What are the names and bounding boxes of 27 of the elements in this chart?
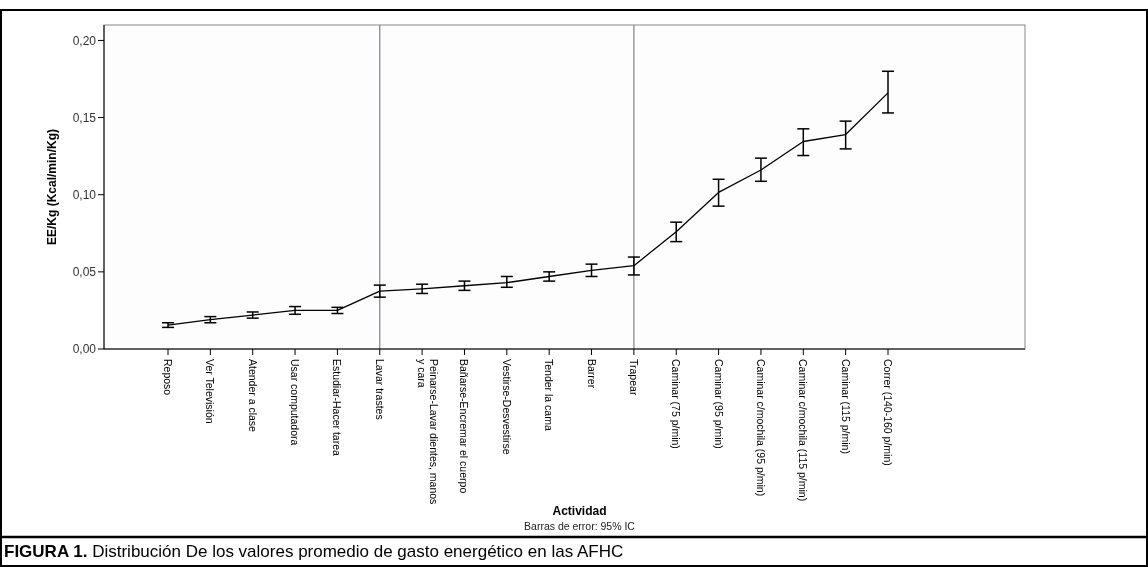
text: FIGURA 1. Distribución De los valores promedio de gasto energético en las AFHC: [4, 542, 624, 561]
y-axis-title: EE/Kg (Kcal/min/Kg): [45, 128, 59, 246]
x-tick-label: Peinarse-Lavar dientes, manos y cara: [416, 359, 441, 505]
x-axis-title: Actividad: [552, 504, 607, 518]
x-tick-label: Caminar c/mochila (115 p/min): [797, 359, 810, 502]
x-tick-label: Caminar (95 p/min): [712, 359, 725, 449]
x-tick-label: Vestirse-Desvestirse: [500, 359, 513, 455]
x-tick-label: Atender a clase: [246, 359, 259, 433]
x-tick-label: Barrer: [585, 359, 598, 389]
x-tick-label: Estudiar-Hacer tarea: [331, 359, 344, 457]
x-tick-label: Caminar (115 p/min): [839, 359, 852, 454]
x-tick-label: Lavar trastes: [373, 359, 386, 420]
x-tick-label: Ver Televisión: [204, 359, 217, 424]
y-tick-label: 0,20: [72, 33, 97, 48]
x-tick-label: Trapear: [627, 359, 640, 396]
y-tick-label: 0,05: [72, 265, 97, 280]
x-tick-label: Bañarse-Encremar el cuerpo: [458, 359, 471, 494]
y-tick-label: 0,15: [72, 110, 97, 125]
x-tick-label: Correr (140-160 p/min): [882, 359, 894, 466]
x-tick-label: Usar computadora: [289, 359, 302, 446]
x-tick-label: Tender la cama: [543, 359, 556, 431]
text: Barras de error: 95% IC: [524, 520, 636, 532]
y-tick-label: 0,10: [72, 187, 97, 202]
x-tick-label: Caminar (75 p/min): [670, 359, 683, 449]
y-tick-label: 0,00: [72, 342, 97, 357]
x-tick-label: Reposo: [162, 359, 174, 396]
x-tick-label: Caminar c/mochila (95 p/min): [754, 359, 767, 497]
